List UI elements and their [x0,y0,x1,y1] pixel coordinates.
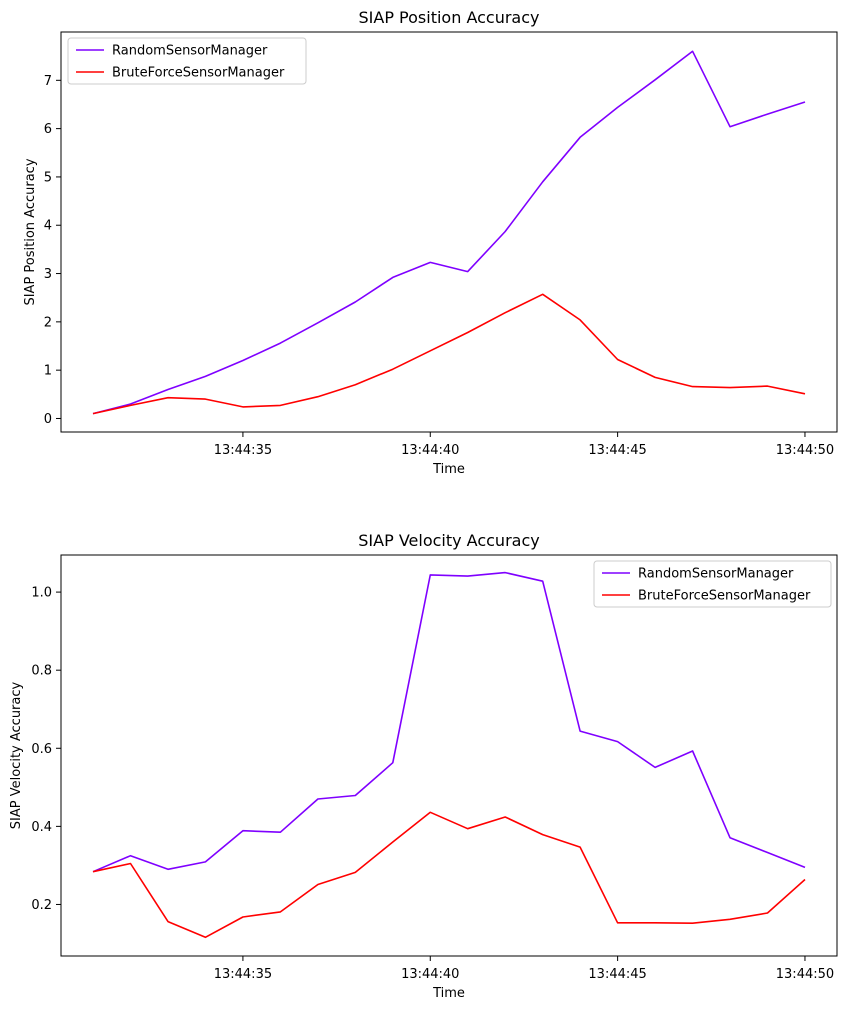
legend-entry: RandomSensorManager [112,44,268,59]
y-tick-label: 3 [44,267,52,282]
legend-box [593,560,832,608]
y-tick-label: 4 [44,219,52,234]
x-tick-label: 13:44:40 [401,443,459,458]
x-tick-label: 13:44:45 [588,967,646,982]
x-axis-label: Time [432,986,465,1001]
plot-frame [60,31,838,433]
y-tick-label: 0.2 [31,898,52,913]
x-axis-label: Time [432,462,465,477]
y-axis-label: SIAP Velocity Accuracy [9,681,24,829]
y-axis-label: SIAP Position Accuracy [23,158,38,305]
legend-entry: BruteForceSensorManager [638,589,811,604]
legend: RandomSensorManager BruteForceSensorManag… [67,37,307,85]
y-tick-label: 0.4 [31,820,52,835]
legend-entry: RandomSensorManager [638,567,794,582]
series-line-bruteforce [92,811,806,939]
y-tick-label: 0 [44,412,52,427]
y-tick-label: 0.8 [31,664,52,679]
y-tick-label: 1.0 [31,586,52,601]
chart-panel-2: SIAP Velocity Accuracy 13:44:35 13:44:40 13… [9,531,838,1001]
x-tick-label: 13:44:40 [401,967,459,982]
y-tick-label: 1 [44,364,52,379]
x-tick-label: 13:44:35 [214,967,272,982]
y-tick-label: 6 [44,122,52,137]
x-tick-label: 13:44:50 [776,443,834,458]
x-tick-label: 13:44:35 [214,443,272,458]
x-tick-label: 13:44:45 [588,443,646,458]
y-tick-label: 2 [44,315,52,330]
y-tick-label: 0.6 [31,742,52,757]
x-tick-label: 13:44:50 [776,967,834,982]
legend-entry: BruteForceSensorManager [112,66,285,81]
legend: RandomSensorManager BruteForceSensorManag… [593,560,832,608]
series-line-random [92,50,806,415]
plot-frame [60,554,838,957]
y-tick-label: 5 [44,170,52,185]
series-line-random [92,571,806,873]
chart-title: SIAP Position Accuracy [359,8,540,27]
legend-box [67,37,307,85]
y-tick-label: 7 [44,74,52,89]
series-line-bruteforce [92,293,806,415]
chart-title: SIAP Velocity Accuracy [358,531,539,550]
